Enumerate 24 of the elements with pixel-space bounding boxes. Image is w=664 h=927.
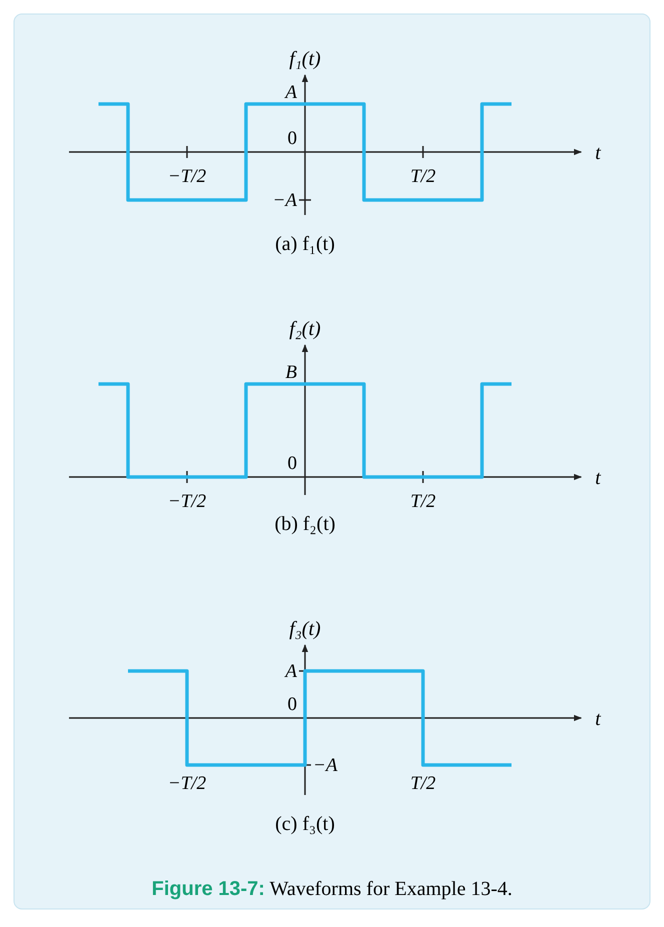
y-axis-title: f₁(t) xyxy=(289,48,322,70)
x-axis-title: t xyxy=(595,708,602,730)
annotation: 0 xyxy=(288,128,297,149)
text: B xyxy=(285,362,298,383)
x-tick-label: T/2 xyxy=(410,773,436,794)
x-tick-label: T/2 xyxy=(410,166,436,187)
x-tick-label: −T/2 xyxy=(168,773,207,794)
text: (b) f₂(t) xyxy=(274,513,336,535)
annotation: 0 xyxy=(288,694,297,715)
annotation: 0 xyxy=(288,453,297,474)
x-tick-label: T/2 xyxy=(410,491,436,512)
annotation: A xyxy=(283,661,298,682)
x-tick-label: −T/2 xyxy=(168,491,207,512)
caption: Figure 13-7: Waveforms for Example 13-4. xyxy=(152,878,512,900)
annotation: −A xyxy=(313,755,338,776)
x-axis-title: t xyxy=(595,142,602,164)
annotation: −A xyxy=(272,190,298,211)
text: (a) f₁(t) xyxy=(275,233,335,255)
y-axis-title: f₃(t) xyxy=(289,618,322,640)
x-tick-label: −T/2 xyxy=(168,166,207,187)
text: (c) f₃(t) xyxy=(275,813,335,835)
x-axis-title: t xyxy=(595,467,602,489)
text: A xyxy=(283,82,298,103)
y-axis-title: f₂(t) xyxy=(289,318,322,340)
